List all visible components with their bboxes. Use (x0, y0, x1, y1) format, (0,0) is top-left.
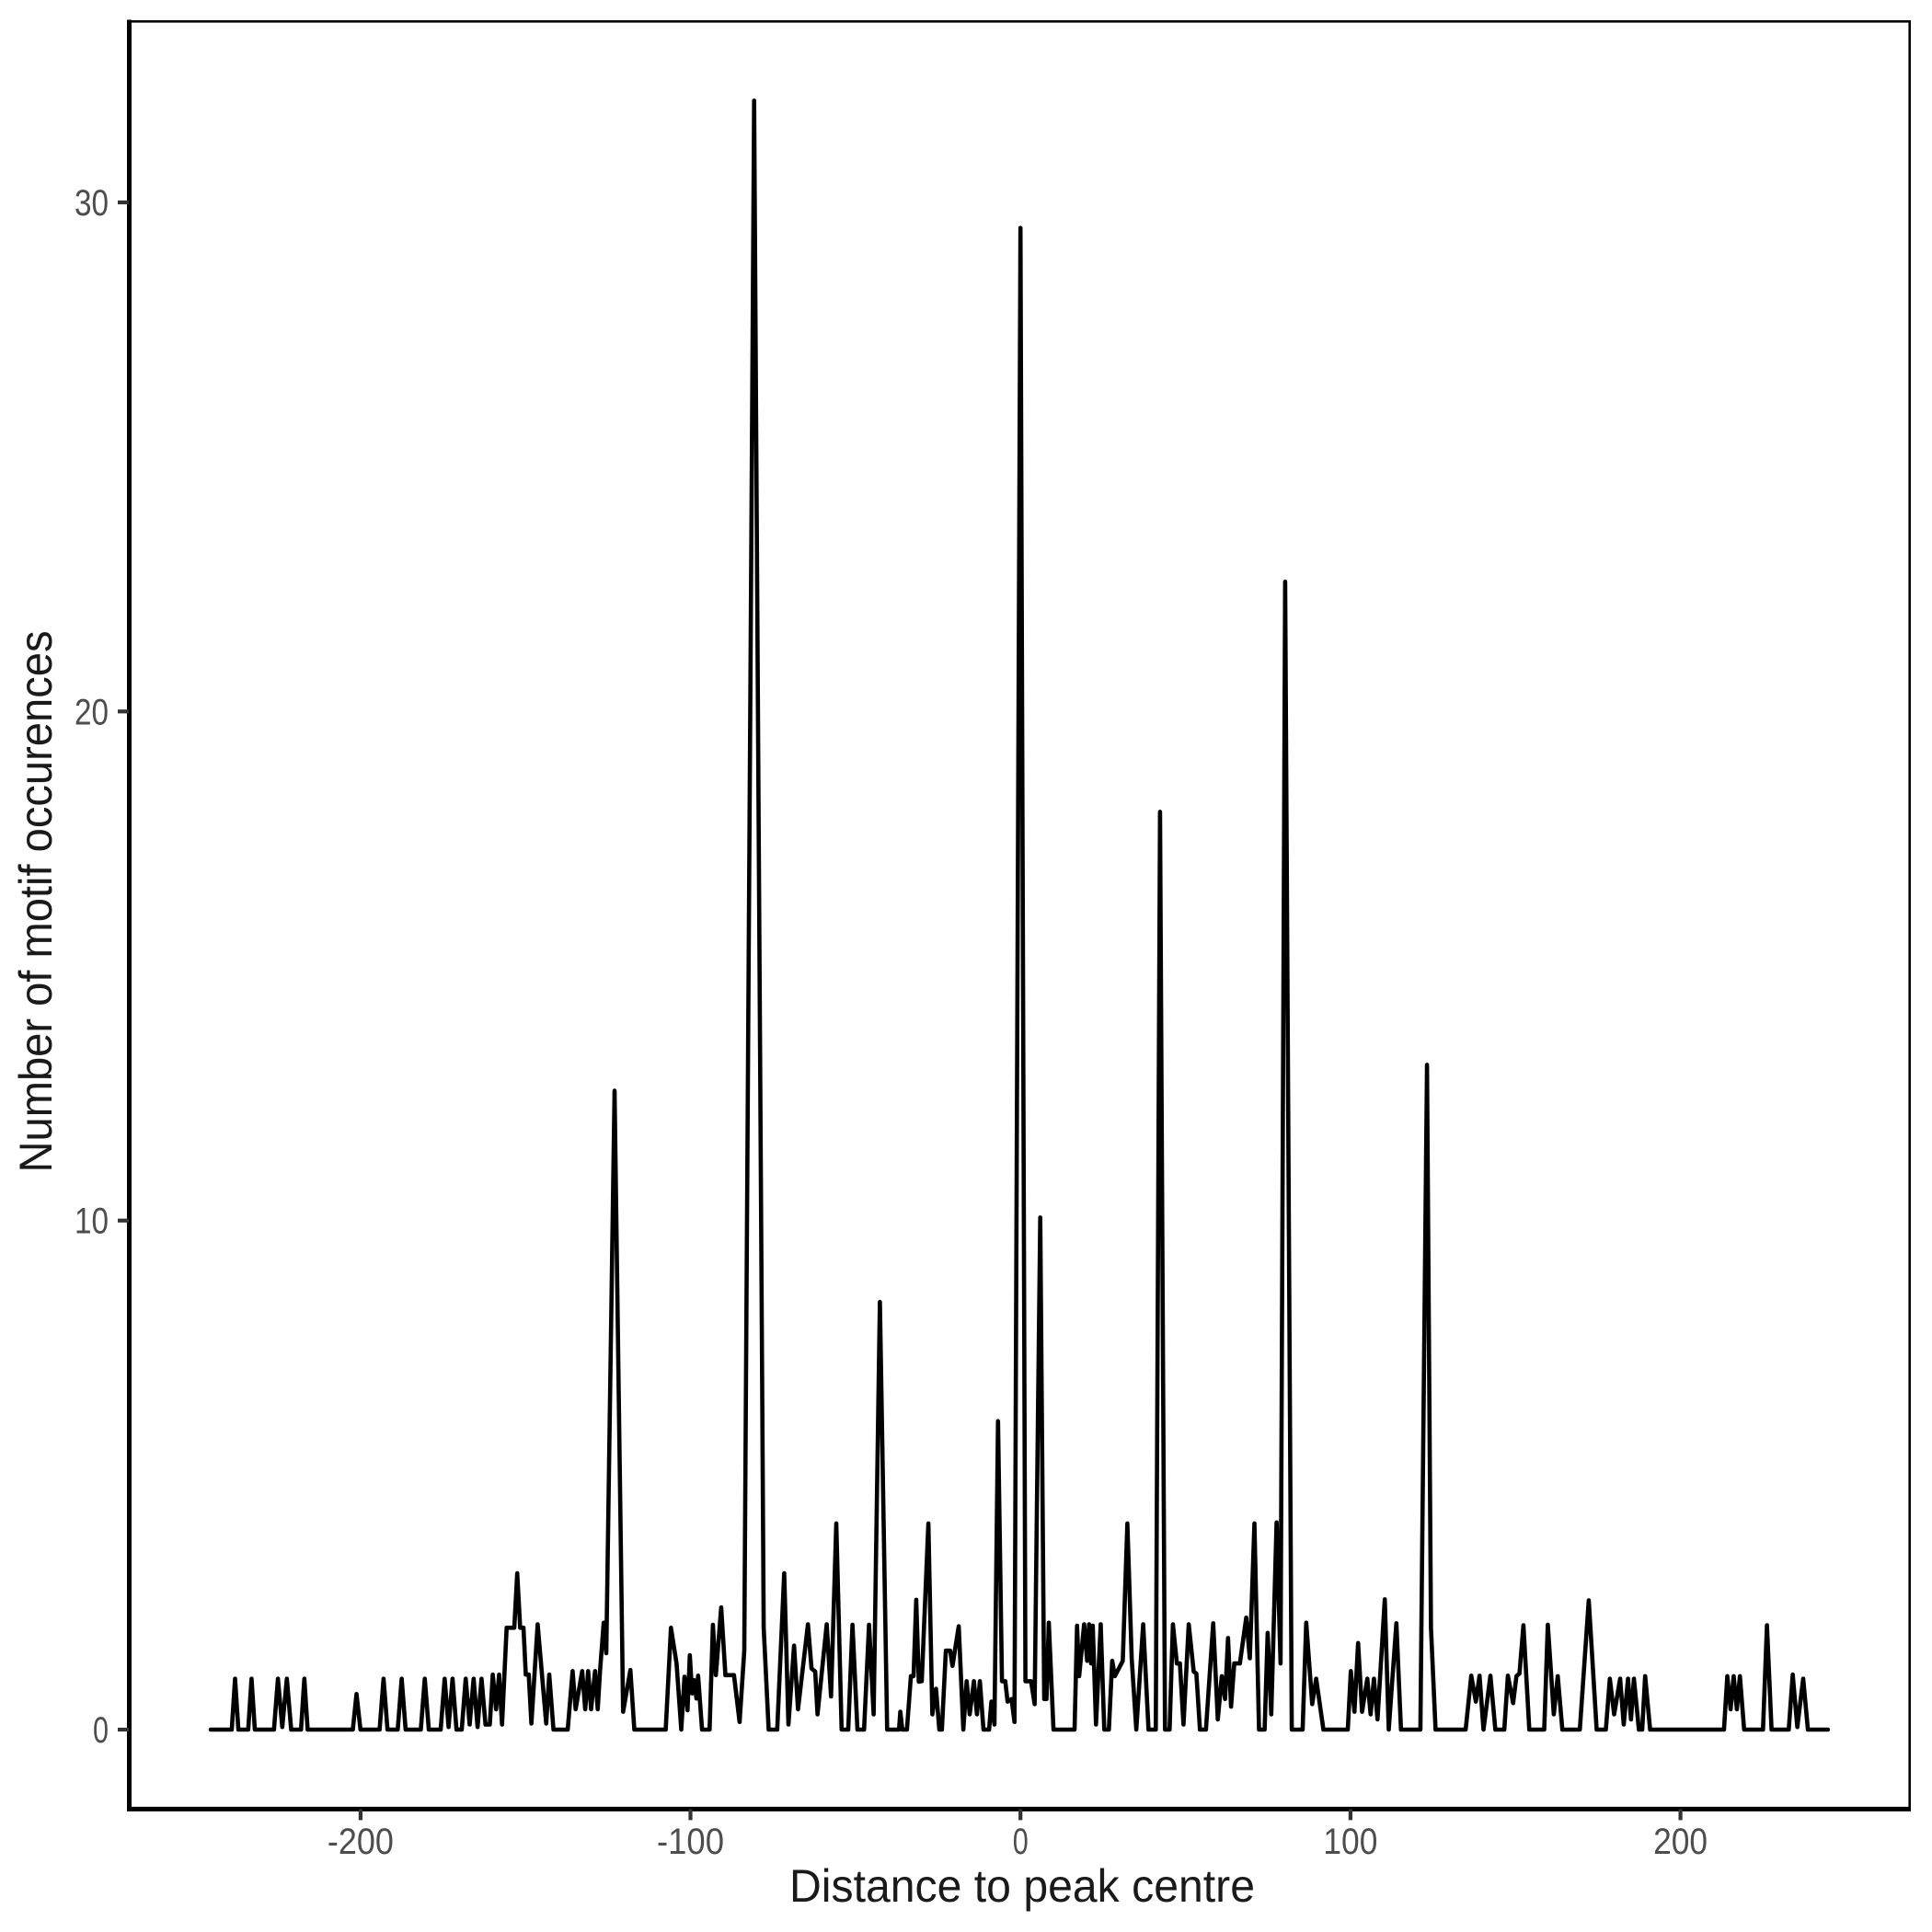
svg-text:30: 30 (75, 183, 109, 224)
svg-text:-100: -100 (657, 1822, 724, 1862)
svg-text:-200: -200 (328, 1822, 394, 1862)
svg-text:20: 20 (75, 692, 109, 732)
svg-text:0: 0 (93, 1710, 109, 1751)
svg-text:200: 200 (1653, 1822, 1708, 1862)
svg-text:100: 100 (1323, 1822, 1377, 1862)
svg-text:10: 10 (75, 1202, 109, 1242)
svg-text:0: 0 (1013, 1822, 1029, 1862)
svg-text:Number of motif occurences: Number of motif occurences (10, 631, 62, 1173)
svg-text:Distance to peak centre: Distance to peak centre (789, 1860, 1255, 1912)
